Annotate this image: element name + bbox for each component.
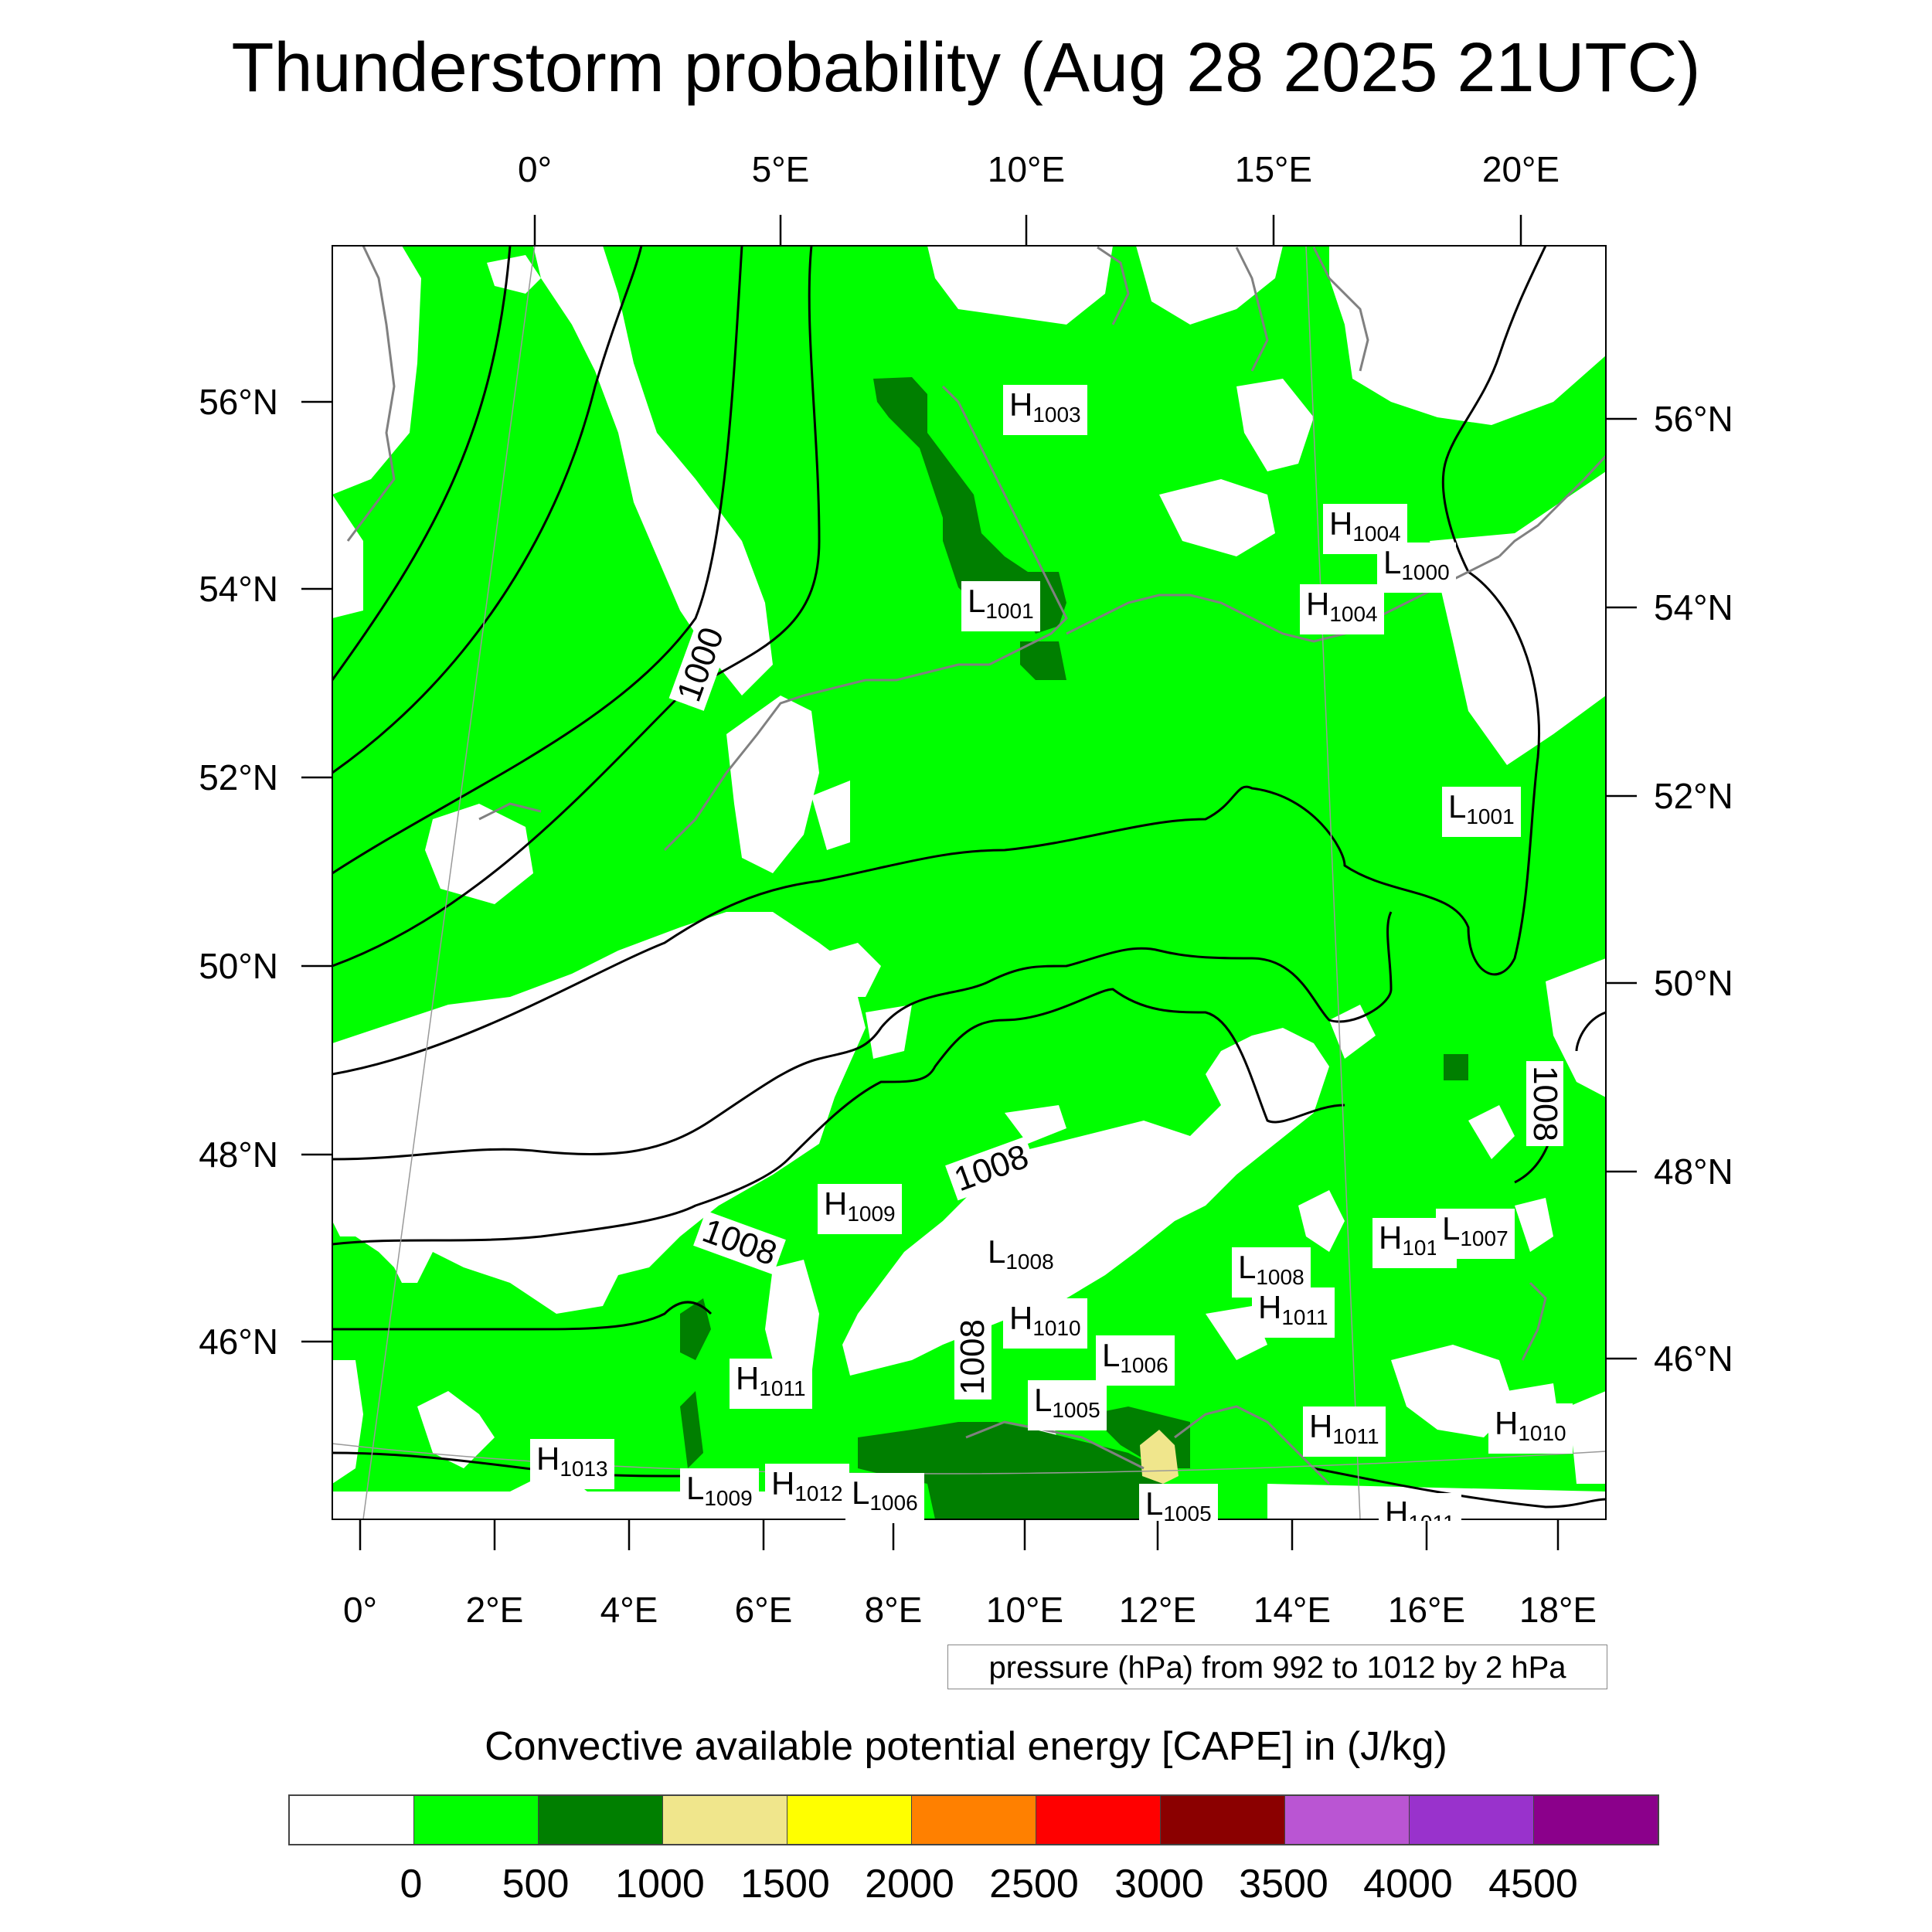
colorbar-swatch: [1036, 1796, 1161, 1844]
pressure-center-label: H1004: [1323, 504, 1407, 554]
colorbar-swatch: [1410, 1796, 1534, 1844]
colorbar-tick-label: 3500: [1239, 1862, 1328, 1906]
tick-marks: [301, 215, 1637, 1550]
map-title: Thunderstorm probability (Aug 28 2025 21…: [231, 29, 1701, 107]
pressure-center-label: H1011: [1303, 1406, 1386, 1457]
isobar-label: 1008: [954, 1315, 992, 1400]
left-lat-label: 54°N: [199, 569, 278, 609]
colorbar-tick-label: 4500: [1488, 1862, 1578, 1906]
colorbar-tick-label: 4000: [1363, 1862, 1453, 1906]
plot-frame: [332, 245, 1607, 1520]
colorbar-tick-label: 0: [400, 1862, 423, 1906]
isobars: [332, 246, 1606, 1509]
pressure-center-label: H1003: [1003, 385, 1087, 435]
pressure-center-label: H1011: [1379, 1493, 1461, 1521]
isobar-label: 1008: [1526, 1061, 1564, 1146]
colorbar-tick-label: 500: [502, 1862, 570, 1906]
right-lat-label: 48°N: [1654, 1151, 1733, 1192]
bottom-lon-label: 14°E: [1253, 1590, 1332, 1630]
colorbar-tick-label: 1500: [740, 1862, 830, 1906]
pressure-center-label: L1000: [1377, 543, 1456, 593]
pressure-center-label: L1006: [845, 1473, 924, 1523]
top-lon-label: 20°E: [1481, 149, 1560, 189]
pressure-center-label: L1009: [680, 1468, 759, 1519]
pressure-center-label: L1005: [1139, 1484, 1218, 1521]
left-lat-label: 50°N: [199, 946, 278, 986]
colorbar-tick-label: 1000: [615, 1862, 705, 1906]
colorbar-tick-label: 2000: [865, 1862, 954, 1906]
colorbar-swatch: [787, 1796, 912, 1844]
pressure-center-label: H1010: [1003, 1298, 1087, 1349]
bottom-lon-label: 4°E: [600, 1590, 658, 1630]
pressure-center-label: H1013: [530, 1439, 614, 1489]
pressure-center-label: H1012: [765, 1464, 849, 1514]
pressure-center-label: L1008: [981, 1232, 1060, 1282]
colorbar-title: Convective available potential energy [C…: [485, 1724, 1447, 1769]
cape-field-500-1000: [680, 377, 1468, 1519]
colorbar-swatch: [290, 1796, 414, 1844]
colorbar-swatch: [539, 1796, 663, 1844]
bottom-lon-label: 0°: [343, 1590, 377, 1630]
pressure-center-label: L1005: [1028, 1380, 1107, 1430]
left-lat-label: 52°N: [199, 757, 278, 798]
colorbar-swatch: [1285, 1796, 1410, 1844]
contour-info-box: pressure (hPa) from 992 to 1012 by 2 hPa: [947, 1645, 1607, 1689]
bottom-lon-label: 10°E: [985, 1590, 1064, 1630]
colorbar-swatch: [1161, 1796, 1285, 1844]
colorbar-tick-label: 3000: [1114, 1862, 1204, 1906]
bottom-lon-label: 8°E: [864, 1590, 923, 1630]
bottom-lon-label: 2°E: [465, 1590, 524, 1630]
colorbar-swatch: [663, 1796, 787, 1844]
pressure-center-label: H1010: [1488, 1403, 1573, 1454]
top-lon-label: 15°E: [1234, 149, 1313, 189]
left-lat-label: 56°N: [199, 382, 278, 422]
colorbar-tick-label: 2500: [989, 1862, 1079, 1906]
bottom-lon-label: 16°E: [1387, 1590, 1466, 1630]
top-lon-label: 10°E: [987, 149, 1066, 189]
right-lat-label: 46°N: [1654, 1338, 1733, 1379]
pressure-center-label: H1011: [1252, 1287, 1335, 1338]
pressure-center-label: L1006: [1096, 1335, 1175, 1386]
colorbar-swatch: [912, 1796, 1036, 1844]
pressure-center-label: H1011: [730, 1359, 812, 1409]
colorbar-swatch: [414, 1796, 539, 1844]
cape-field-none: [332, 246, 1606, 1519]
pressure-center-label: L1001: [1442, 787, 1521, 837]
right-lat-label: 52°N: [1654, 776, 1733, 816]
bottom-lon-label: 18°E: [1519, 1590, 1597, 1630]
colorbar-swatch: [1534, 1796, 1658, 1844]
bottom-lon-label: 12°E: [1118, 1590, 1197, 1630]
pressure-center-label: H1004: [1300, 584, 1384, 634]
top-lon-label: 5°E: [751, 149, 810, 189]
bottom-lon-label: 6°E: [734, 1590, 793, 1630]
right-lat-label: 50°N: [1654, 963, 1733, 1003]
left-lat-label: 46°N: [199, 1321, 278, 1362]
top-lon-label: 0°: [518, 149, 552, 189]
right-lat-label: 56°N: [1654, 399, 1733, 439]
right-lat-label: 54°N: [1654, 587, 1733, 628]
colorbar: [288, 1794, 1659, 1845]
pressure-center-label: L1001: [961, 581, 1040, 631]
pressure-center-label: L1007: [1436, 1209, 1515, 1259]
left-lat-label: 48°N: [199, 1134, 278, 1175]
pressure-center-label: H1009: [818, 1184, 902, 1234]
